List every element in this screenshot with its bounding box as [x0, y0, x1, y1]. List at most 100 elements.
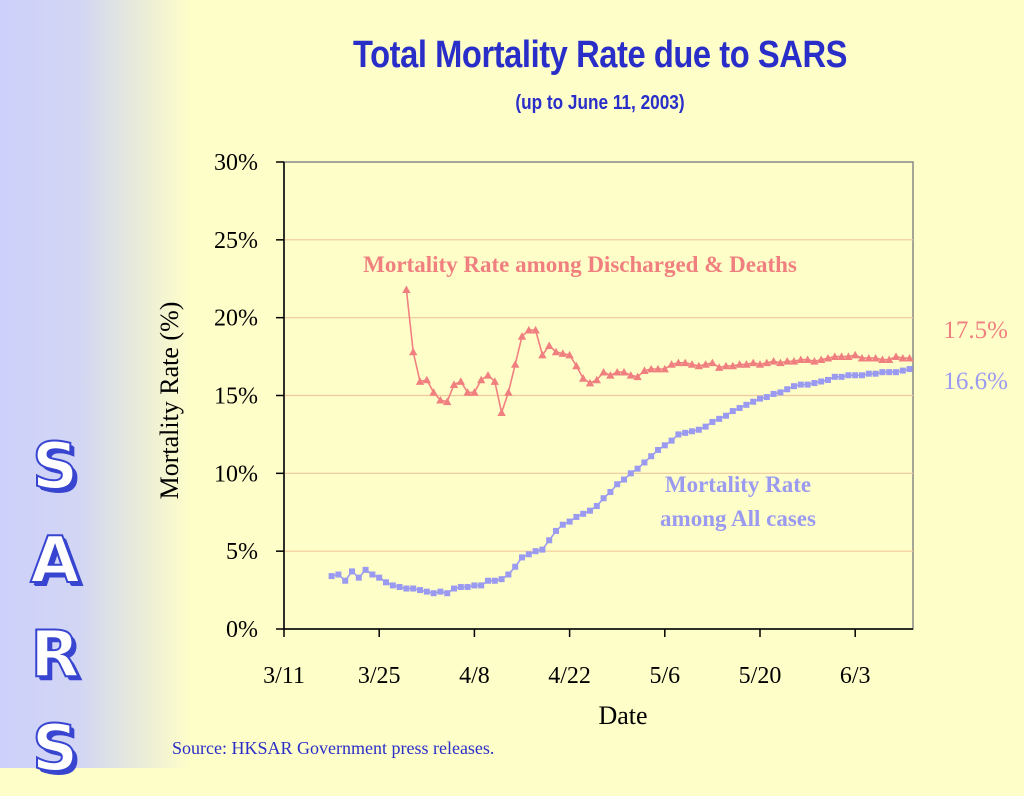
series-0-point-3	[422, 375, 431, 384]
series-1-point-81	[879, 369, 886, 376]
series-0-point-23	[558, 349, 567, 357]
series-0-point-19	[531, 325, 540, 334]
series-0-point-11	[477, 375, 486, 384]
y-tick-label-1: 5%	[226, 539, 258, 565]
series-0-point-9	[463, 388, 472, 396]
series-1-point-69	[797, 381, 804, 388]
series-0-point-63	[830, 352, 839, 360]
series-0-point-46	[715, 363, 724, 371]
series-0-point-33	[626, 371, 635, 379]
series-1-point-36	[573, 513, 580, 520]
series-1-point-6	[369, 571, 376, 578]
series-1-point-7	[376, 574, 383, 581]
mortality-chart: 0% 5% 10% 15% 20% 25% 30% 3/11 3/25 4/8 4/22 5/6 5/2…	[155, 150, 1008, 730]
series-1-point-40	[600, 495, 607, 502]
y-tick-label-3: 15%	[214, 384, 258, 410]
series-0-point-55	[776, 358, 785, 367]
series-0-point-7	[449, 380, 459, 388]
series-1-point-31	[539, 546, 546, 553]
series-0-point-40	[674, 358, 683, 367]
series-1-point-45	[634, 465, 641, 472]
y-tick-label-5: 25%	[214, 228, 258, 254]
x-tick-label-5: 5/20	[739, 663, 782, 689]
series-0-point-13	[490, 377, 499, 385]
series-1-point-50	[668, 437, 675, 444]
series-1-point-35	[566, 518, 573, 525]
series-1-point-30	[532, 548, 539, 555]
series-1-point-38	[587, 507, 593, 514]
series-label-all-cases-line2: among All cases	[660, 506, 816, 531]
series-1-point-37	[580, 510, 587, 517]
series-1-point-27	[512, 563, 519, 570]
series-0-point-65	[844, 352, 853, 360]
series-0-point-31	[613, 367, 622, 376]
series-0-point-45	[708, 358, 717, 367]
series-1-point-62	[750, 398, 757, 405]
series-0-point-32	[619, 367, 629, 376]
series-0-point-56	[783, 357, 792, 365]
series-0-point-0	[402, 285, 411, 294]
series-0-point-53	[762, 358, 771, 367]
series-1-point-32	[546, 537, 553, 544]
series-1-point-4	[355, 574, 362, 581]
series-1-point-47	[648, 453, 655, 460]
series-1-point-83	[893, 369, 899, 376]
chart-subtitle: (up to June 11, 2003)	[515, 92, 685, 114]
series-0-point-28	[592, 375, 601, 384]
series-1-point-0	[328, 573, 335, 580]
series-1-point-21	[471, 582, 478, 589]
series-0-point-21	[545, 341, 554, 350]
series-1-point-66	[777, 389, 784, 396]
series-1-point-70	[804, 381, 811, 388]
series-1-point-57	[716, 415, 723, 422]
series-0-point-60	[810, 357, 819, 365]
series-1-point-75	[838, 373, 845, 380]
series-1-point-68	[791, 383, 797, 390]
series-1-point-26	[505, 571, 512, 578]
series-1-point-15	[430, 590, 437, 597]
series-1-point-2	[342, 577, 349, 584]
series-1-point-42	[614, 481, 621, 488]
x-tick-label-3: 4/22	[548, 663, 591, 689]
series-1-point-77	[852, 372, 859, 379]
side-letter-s1: S	[31, 429, 79, 505]
series-0-point-72	[891, 352, 901, 360]
series-0-point-14	[497, 408, 506, 416]
series-1-point-84	[899, 367, 906, 374]
series-0-point-49	[735, 360, 744, 368]
x-axis-title: Date	[598, 701, 647, 730]
series-0-point-74	[905, 353, 914, 362]
series-0-point-5	[436, 395, 445, 404]
series-1-point-44	[627, 470, 634, 477]
series-1-point-58	[723, 412, 729, 419]
series-1-point-3	[349, 568, 355, 575]
series-0-point-29	[599, 367, 608, 376]
series-0-point-20	[538, 350, 547, 359]
series-1-point-14	[423, 588, 430, 595]
series-1-point-29	[525, 551, 532, 558]
series-1-point-79	[865, 370, 872, 377]
series-0-point-67	[857, 353, 867, 362]
series-1-point-5	[362, 566, 369, 573]
series-0-point-17	[517, 332, 527, 340]
series-0-point-59	[803, 355, 812, 364]
series-0-point-62	[823, 353, 833, 362]
series-0-point-26	[579, 374, 588, 382]
series-1-point-23	[485, 577, 491, 584]
series-0-point-68	[864, 353, 873, 362]
series-1-point-51	[675, 431, 682, 438]
series-0-point-71	[885, 355, 894, 364]
series-1-point-72	[818, 378, 825, 385]
series-1-point-76	[845, 372, 852, 379]
series-0-point-43	[694, 361, 703, 370]
series-1-point-11	[403, 585, 410, 592]
series-1-point-10	[396, 583, 403, 590]
series-0-point-8	[456, 377, 465, 385]
series-0-point-61	[817, 355, 826, 364]
series-1-point-8	[383, 579, 389, 586]
series-1-point-33	[553, 527, 559, 534]
series-0-point-73	[898, 353, 907, 362]
series-1-point-54	[695, 426, 702, 433]
series-1-point-34	[559, 521, 566, 528]
series-label-all-cases-line1: Mortality Rate	[665, 472, 811, 497]
